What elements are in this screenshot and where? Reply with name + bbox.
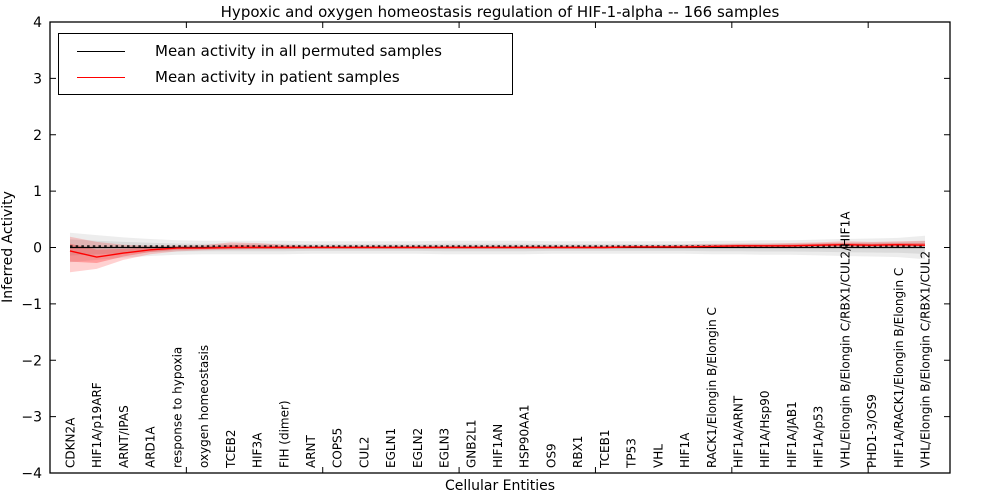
x-tick-label: RBX1 (571, 436, 585, 468)
x-tick-label: ARNT (304, 434, 318, 468)
y-tick-label: 1 (33, 184, 42, 200)
x-tick-label: VHL/Elongin B/Elongin C/RBX1/CUL2/HIF1A (838, 211, 852, 468)
x-tick-label: RACK1/Elongin B/Elongin C (705, 307, 719, 468)
plot-frame (49, 21, 951, 474)
x-tick-label: HSP90AA1 (518, 404, 532, 468)
x-axis-label: Cellular Entities (444, 478, 556, 494)
x-tick-label: HIF3A (251, 432, 265, 468)
x-tick-label: ARNT/IPAS (117, 405, 131, 468)
x-tick-label: EGLN2 (411, 428, 425, 468)
patient-mean-line (69, 243, 926, 258)
y-tick-label: 4 (33, 15, 42, 31)
legend: Mean activity in all permuted samples Me… (58, 33, 513, 95)
x-tick-label: EGLN1 (384, 428, 398, 468)
x-tick-label: TCEB1 (598, 430, 612, 469)
x-tick-label: HIF1AN (491, 424, 505, 468)
legend-label-permuted: Mean activity in all permuted samples (155, 42, 442, 60)
x-tick-label: HIF1A/p19ARF (90, 382, 104, 468)
y-tick-label: 0 (33, 241, 42, 257)
x-tick-label: HIF1A/JAB1 (785, 401, 799, 468)
y-tick-label: −3 (21, 410, 42, 426)
x-tick-label: HIF1A/Hsp90 (758, 390, 772, 468)
x-tick-label: FIH (dimer) (277, 400, 291, 468)
patient-band-outer (70, 236, 925, 273)
x-tick-label: CDKN2A (64, 417, 78, 468)
x-tick-label: response to hypoxia (170, 347, 184, 468)
y-tick-label: −2 (21, 353, 42, 369)
y-tick-label: 3 (33, 71, 42, 87)
x-tick-label: ARD1A (144, 426, 158, 468)
x-tick-label: VHL (651, 444, 665, 468)
x-tick-label: CUL2 (357, 437, 371, 468)
legend-item-patient: Mean activity in patient samples (59, 68, 512, 86)
x-tick-label: HIF1A/ARNT (731, 395, 745, 468)
x-tick-label: TCEB2 (224, 430, 238, 469)
x-tick-label: HIF1A (678, 432, 692, 468)
x-tick-label: HIF1A/RACK1/Elongin B/Elongin C (892, 268, 906, 468)
x-tick-label: GNB2L1 (464, 420, 478, 468)
x-tick-label: PHD1-3/OS9 (865, 394, 879, 468)
x-tick-label: VHL/Elongin B/Elongin C/RBX1/CUL2 (919, 251, 933, 468)
chart-title: Hypoxic and oxygen homeostasis regulatio… (220, 3, 780, 21)
permuted-line-icon (77, 50, 125, 52)
patient-line-icon (77, 76, 125, 78)
x-tick-label: HIF1A/p53 (812, 406, 826, 468)
x-tick-label: EGLN3 (438, 428, 452, 468)
x-tick-label: TP53 (625, 438, 639, 469)
y-tick-label: −4 (21, 466, 42, 482)
legend-item-permuted: Mean activity in all permuted samples (59, 42, 512, 60)
y-axis-label: Inferred Activity (0, 191, 16, 303)
x-tick-label: OS9 (544, 443, 558, 468)
x-tick-label: COPS5 (331, 428, 345, 468)
y-tick-label: 2 (33, 128, 42, 144)
y-tick-label: −1 (21, 297, 42, 313)
x-tick-label: oxygen homeostasis (197, 345, 211, 468)
legend-label-patient: Mean activity in patient samples (155, 68, 400, 86)
